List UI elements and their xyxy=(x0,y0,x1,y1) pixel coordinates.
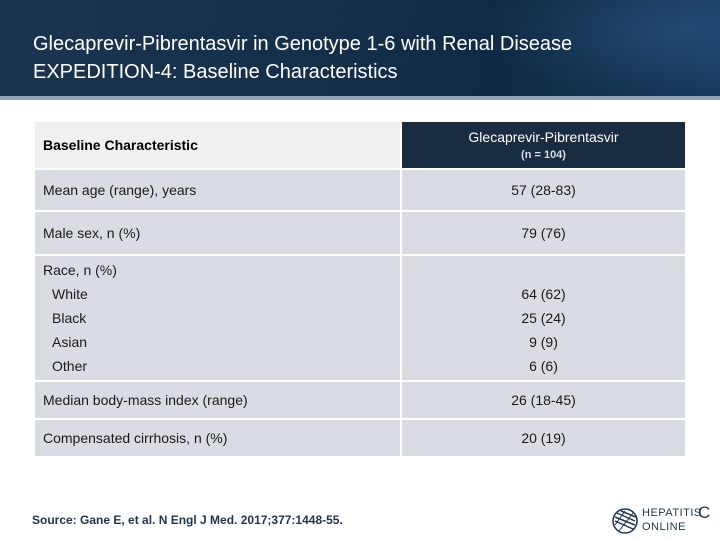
source-citation: Source: Gane E, et al. N Engl J Med. 201… xyxy=(32,513,343,527)
table-row: Mean age (range), years 57 (28-83) xyxy=(35,170,685,212)
race-other-label: Other xyxy=(52,358,88,374)
race-asian-value: 9 (9) xyxy=(529,334,558,350)
row-label: Male sex, n (%) xyxy=(35,212,402,256)
race-asian-label: Asian xyxy=(52,334,88,350)
header-divider xyxy=(0,96,720,100)
logo-line-1: HEPATITIS xyxy=(642,507,702,519)
table-row: Race, n (%) White Black Asian Other 64 (… xyxy=(35,256,685,382)
hepatitis-c-online-logo: HEPATITIS ONLINE C xyxy=(612,503,716,538)
row-label: Mean age (range), years xyxy=(35,170,402,212)
row-value: 20 (19) xyxy=(402,420,685,458)
table-row: Median body-mass index (range) 26 (18-45… xyxy=(35,382,685,420)
baseline-table: Baseline Characteristic Glecaprevir-Pibr… xyxy=(35,122,685,462)
logo-letter: C xyxy=(698,503,711,522)
row-value: 79 (76) xyxy=(402,212,685,256)
logo-globe-icon xyxy=(612,508,638,534)
race-labels: Race, n (%) White Black Asian Other xyxy=(35,256,402,382)
row-value: 26 (18-45) xyxy=(402,382,685,420)
race-heading: Race, n (%) xyxy=(43,262,117,278)
title-line-2: EXPEDITION-4: Baseline Characteristics xyxy=(33,61,398,83)
logo-line-2: ONLINE xyxy=(642,521,686,533)
race-white-value: 64 (62) xyxy=(521,286,566,302)
race-white-label: White xyxy=(52,286,88,302)
row-label: Compensated cirrhosis, n (%) xyxy=(35,420,402,458)
row-label: Median body-mass index (range) xyxy=(35,382,402,420)
race-other-value: 6 (6) xyxy=(529,358,558,374)
table-row: Compensated cirrhosis, n (%) 20 (19) xyxy=(35,420,685,458)
column-header-treatment: Glecaprevir-Pibrentasvir (n = 104) xyxy=(402,122,685,170)
race-black-value: 25 (24) xyxy=(521,310,566,326)
table-row: Male sex, n (%) 79 (76) xyxy=(35,212,685,256)
column-header-characteristic: Baseline Characteristic xyxy=(35,122,402,170)
race-black-label: Black xyxy=(52,310,87,326)
title-line-1: Glecaprevir-Pibrentasvir in Genotype 1-6… xyxy=(33,33,573,55)
logo-wordmark: HEPATITIS ONLINE xyxy=(642,506,702,534)
slide-title: Glecaprevir-Pibrentasvir in Genotype 1-6… xyxy=(33,30,572,86)
treatment-n: (n = 104) xyxy=(521,149,566,161)
row-value: 57 (28-83) xyxy=(402,170,685,212)
slide-header: Glecaprevir-Pibrentasvir in Genotype 1-6… xyxy=(0,0,720,100)
treatment-name: Glecaprevir-Pibrentasvir xyxy=(468,129,619,145)
race-values: 64 (62) 25 (24) 9 (9) 6 (6) xyxy=(402,256,685,382)
